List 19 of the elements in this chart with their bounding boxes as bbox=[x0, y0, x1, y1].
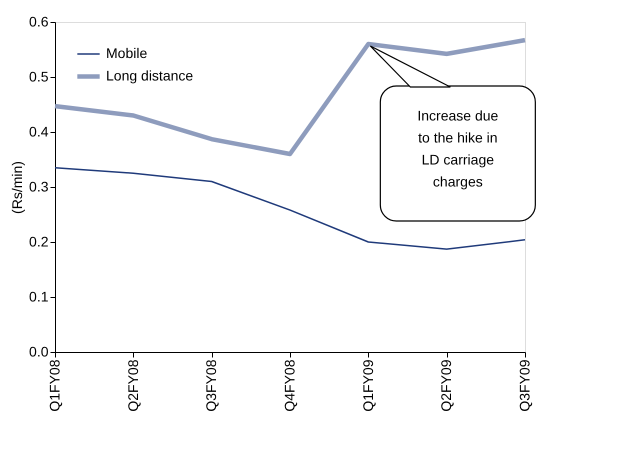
x-tick-label: Q1FY09 bbox=[360, 359, 376, 412]
y-tick-label: 0.5 bbox=[29, 68, 49, 84]
y-tick-label: 0.6 bbox=[29, 14, 49, 30]
legend-label: Mobile bbox=[106, 45, 148, 61]
x-tick-label: Q2FY09 bbox=[438, 359, 454, 412]
y-tick-label: 0.2 bbox=[29, 234, 49, 250]
x-tick-label: Q2FY08 bbox=[124, 359, 141, 412]
y-axis-title: (Rs/min) bbox=[9, 161, 26, 214]
x-tick-label: Q3FY08 bbox=[203, 359, 220, 412]
y-tick-label: 0.0 bbox=[29, 344, 49, 360]
y-tick-label: 0.1 bbox=[29, 288, 49, 304]
x-tick-label: Q1FY08 bbox=[46, 359, 62, 412]
legend-label: Long distance bbox=[106, 68, 194, 84]
x-tick-label: Q3FY09 bbox=[516, 359, 532, 412]
annotation: Increase due to the hike in LD carriage charges bbox=[417, 108, 499, 190]
y-tick-label: 0.4 bbox=[29, 124, 49, 140]
line-series bbox=[54, 167, 526, 250]
x-tick-label: Q4FY08 bbox=[282, 359, 298, 412]
y-tick-label: 0.3 bbox=[29, 178, 49, 194]
